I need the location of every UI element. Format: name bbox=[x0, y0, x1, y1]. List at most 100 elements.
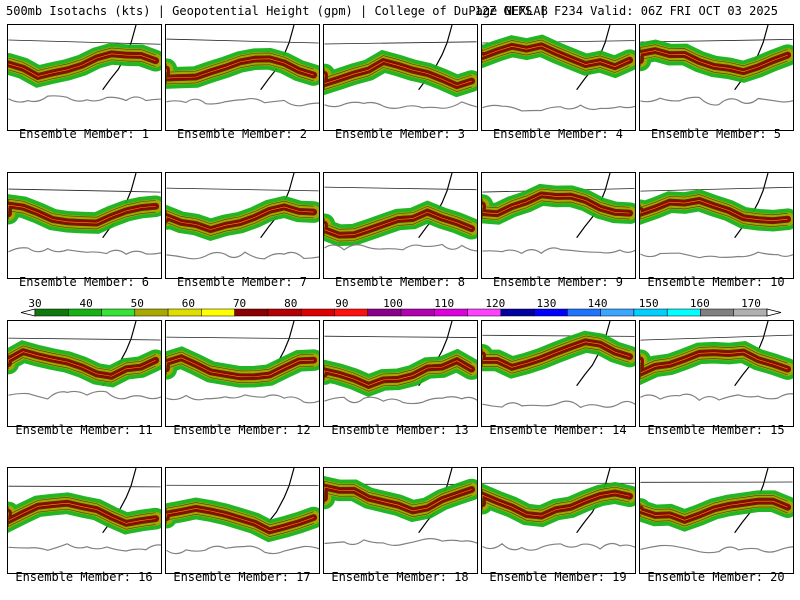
height-contour bbox=[8, 357, 156, 383]
map-graphic bbox=[482, 173, 635, 255]
height-contour bbox=[166, 52, 314, 73]
gray-contour bbox=[640, 544, 793, 554]
height-contour bbox=[8, 56, 156, 80]
chart-title: 500mb Isotachs (kts) | Geopotential Heig… bbox=[6, 4, 548, 18]
height-contour bbox=[640, 56, 788, 78]
height-contour bbox=[640, 345, 788, 368]
gray-contour bbox=[166, 251, 319, 260]
gray-contour bbox=[166, 545, 319, 555]
height-contour bbox=[324, 64, 472, 90]
height-contour bbox=[166, 363, 314, 384]
ensemble-member-map bbox=[481, 172, 636, 279]
colorbar-tick-label: 110 bbox=[434, 297, 454, 310]
map-graphic bbox=[324, 468, 477, 546]
height-contour bbox=[324, 366, 472, 392]
height-contour bbox=[482, 39, 630, 62]
ensemble-member-label: Ensemble Member: 12 bbox=[173, 423, 311, 437]
ensemble-member-label: Ensemble Member: 16 bbox=[15, 570, 153, 584]
height-contour bbox=[482, 344, 630, 371]
height-contour bbox=[640, 200, 788, 221]
height-contour bbox=[324, 214, 472, 239]
height-contour bbox=[324, 205, 472, 230]
height-contour bbox=[640, 206, 788, 227]
colorbar-swatch bbox=[434, 308, 468, 317]
ensemble-member-label: Ensemble Member: 8 bbox=[334, 275, 466, 289]
height-contour bbox=[166, 203, 314, 227]
state-border bbox=[482, 334, 635, 337]
colorbar-tick-label: 40 bbox=[80, 297, 93, 310]
gray-contour bbox=[324, 396, 477, 405]
ensemble-member-map bbox=[639, 24, 794, 131]
gray-contour bbox=[166, 98, 319, 107]
ensemble-member-label: Ensemble Member: 4 bbox=[492, 127, 624, 141]
height-contour bbox=[640, 44, 788, 67]
ensemble-member-map bbox=[165, 172, 320, 279]
height-contour bbox=[8, 499, 156, 521]
height-contour bbox=[8, 47, 156, 71]
colorbar-tick-label: 90 bbox=[335, 297, 348, 310]
state-border bbox=[324, 41, 477, 45]
height-contour bbox=[324, 208, 472, 233]
height-contour bbox=[482, 191, 630, 212]
height-contour bbox=[166, 354, 314, 375]
height-contour bbox=[8, 201, 156, 221]
height-contour bbox=[640, 503, 788, 524]
height-contour bbox=[324, 486, 472, 512]
map-graphic bbox=[166, 25, 319, 107]
height-contour bbox=[482, 347, 630, 374]
height-contour bbox=[640, 494, 788, 515]
height-contour bbox=[8, 50, 156, 74]
height-contour bbox=[324, 492, 472, 518]
state-border bbox=[640, 334, 793, 341]
ensemble-member-label: Ensemble Member: 1 bbox=[18, 127, 150, 141]
height-contour bbox=[166, 514, 314, 538]
map-graphic bbox=[482, 25, 635, 112]
gray-contour bbox=[166, 394, 319, 404]
height-contour bbox=[324, 211, 472, 236]
ensemble-member-label: Ensemble Member: 13 bbox=[331, 423, 469, 437]
height-contour bbox=[482, 341, 630, 368]
colorbar-swatch bbox=[34, 308, 69, 317]
height-contour bbox=[482, 335, 630, 362]
state-border bbox=[166, 187, 319, 192]
height-contour bbox=[166, 502, 314, 526]
colorbar-tick-label: 70 bbox=[233, 297, 246, 310]
map-graphic bbox=[166, 468, 319, 555]
colorbar-tick-label: 80 bbox=[284, 297, 297, 310]
chart-header: 500mb Isotachs (kts) | Geopotential Heig… bbox=[0, 0, 800, 24]
gray-contour bbox=[482, 104, 635, 112]
height-contour bbox=[166, 508, 314, 532]
height-contour bbox=[482, 42, 630, 65]
ensemble-member-map bbox=[7, 467, 162, 574]
ensemble-member-label: Ensemble Member: 17 bbox=[173, 570, 311, 584]
gray-contour bbox=[640, 393, 793, 402]
colorbar-tick-label: 120 bbox=[485, 297, 505, 310]
colorbar-swatch bbox=[666, 308, 701, 317]
ensemble-member-map bbox=[323, 24, 478, 131]
colorbar-swatch bbox=[300, 308, 335, 317]
height-contour bbox=[8, 351, 156, 377]
ensemble-member-label: Ensemble Member: 3 bbox=[334, 127, 466, 141]
gray-contour bbox=[324, 243, 477, 252]
height-contour bbox=[640, 53, 788, 75]
state-border bbox=[166, 336, 319, 340]
height-contour bbox=[640, 50, 788, 73]
state-border bbox=[8, 188, 161, 193]
ensemble-member-label: Ensemble Member: 10 bbox=[647, 275, 785, 289]
ensemble-member-label: Ensemble Member: 9 bbox=[492, 275, 624, 289]
ensemble-member-map bbox=[7, 320, 162, 427]
height-contour bbox=[482, 492, 630, 517]
map-graphic bbox=[8, 25, 161, 103]
colorbar-swatch bbox=[500, 308, 535, 317]
height-contour bbox=[482, 338, 630, 365]
height-contour bbox=[8, 505, 156, 527]
map-graphic bbox=[640, 321, 793, 402]
height-contour bbox=[482, 197, 630, 217]
height-contour bbox=[8, 204, 156, 224]
ensemble-member-label: Ensemble Member: 14 bbox=[489, 423, 627, 437]
gray-contour bbox=[482, 400, 635, 409]
colorbar-swatch bbox=[600, 308, 635, 317]
ensemble-member-label: Ensemble Member: 11 bbox=[15, 423, 153, 437]
state-border bbox=[640, 39, 793, 43]
height-contour bbox=[482, 495, 630, 520]
